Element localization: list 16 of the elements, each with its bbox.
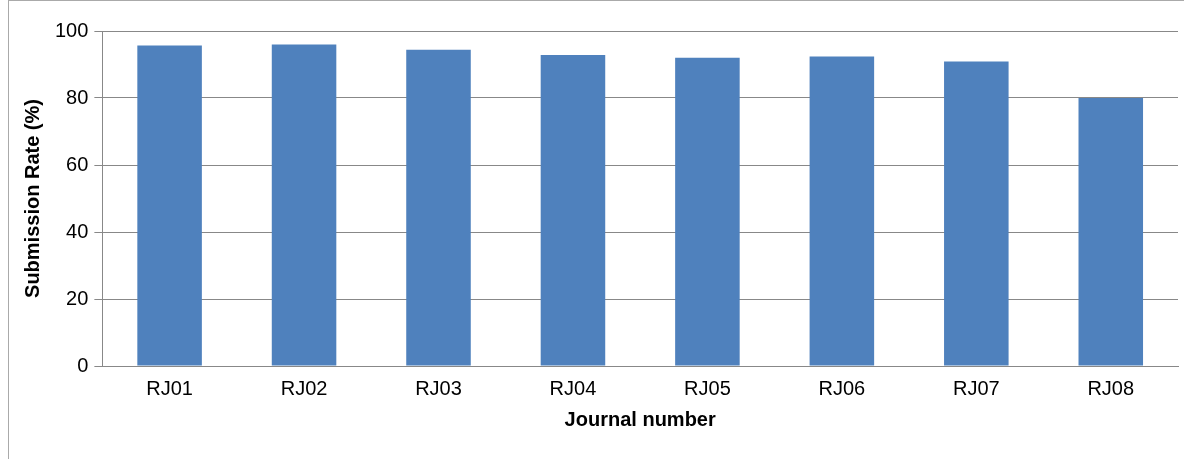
y-tick-label: 100 [54,18,89,41]
x-axis-title: Journal number [564,407,716,430]
y-tick-label: 0 [77,353,89,376]
x-tick-label: RJ07 [952,376,1000,399]
y-tick-label: 20 [66,286,89,309]
y-tick-label: 40 [66,219,89,242]
y-tick-label: 60 [66,152,89,175]
y-tick-label: 80 [66,85,89,108]
x-tick-label: RJ08 [1087,376,1135,399]
y-axis-title: Submission Rate (%) [20,99,43,298]
x-tick-label: RJ02 [280,376,328,399]
x-tick-label: RJ06 [818,376,866,399]
x-tick-label: RJ03 [415,376,462,399]
x-tick-label: RJ01 [146,376,193,399]
x-tick-label: RJ05 [684,376,731,399]
x-tick-label: RJ04 [549,376,597,399]
